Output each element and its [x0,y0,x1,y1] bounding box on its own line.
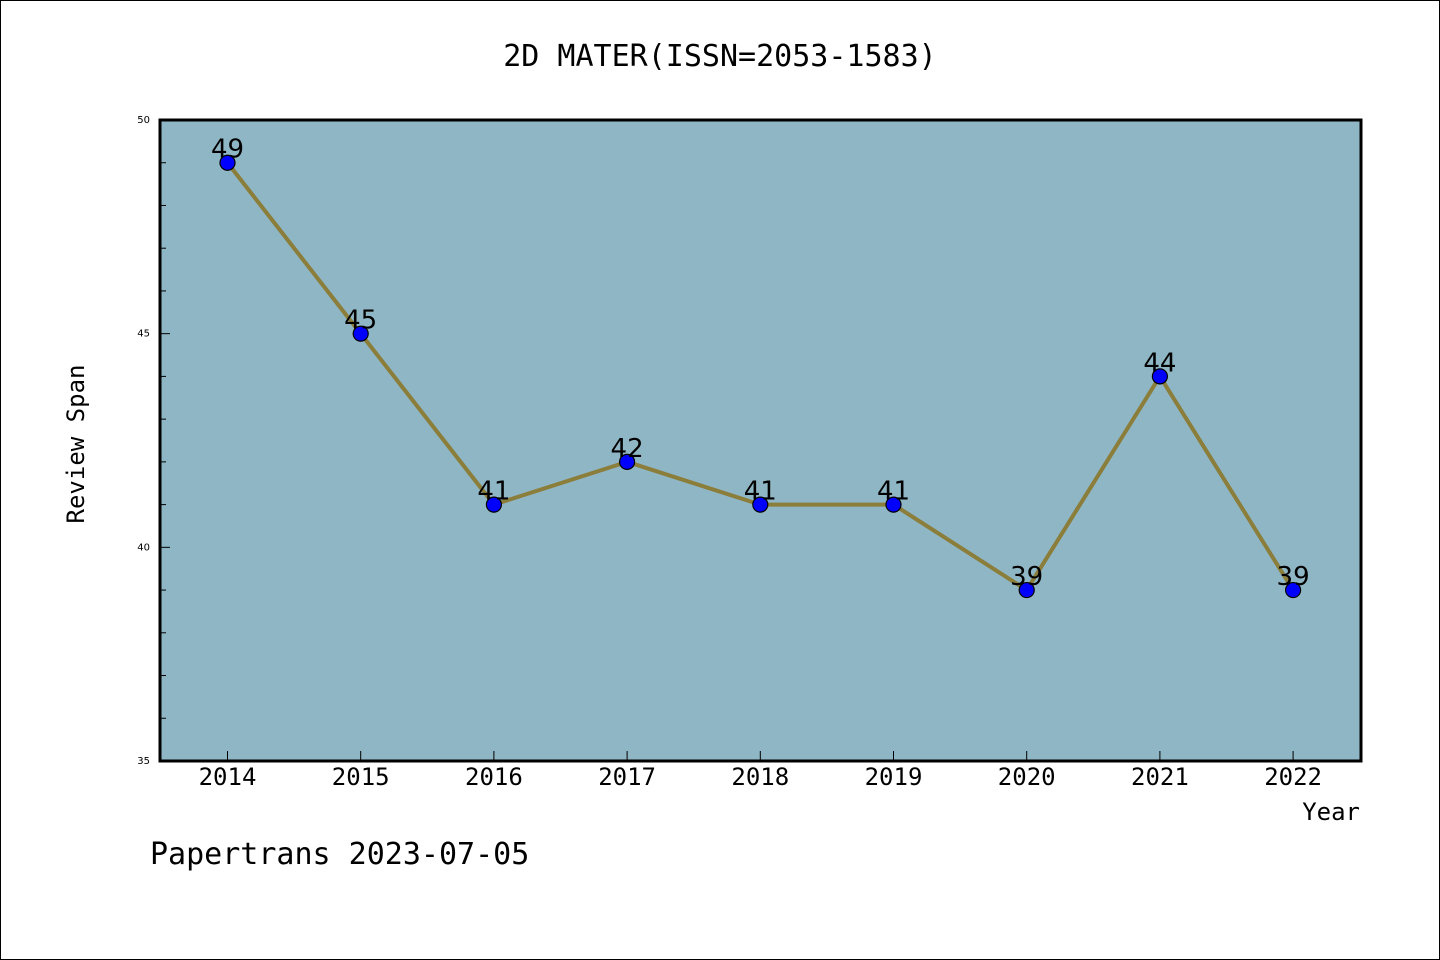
x-tick-label: 2014 [199,763,257,791]
x-tick-label: 2020 [998,763,1056,791]
x-tick-label: 2021 [1131,763,1189,791]
y-tick-label: 40 [137,542,150,553]
footer-text: Papertrans 2023-07-05 [150,837,529,872]
data-point [485,496,502,513]
data-point [1018,581,1035,599]
data-label: 39 [1277,562,1310,592]
data-point [1284,581,1302,599]
data-point [885,496,902,513]
data-point [352,325,369,342]
chart-title: 2D MATER(ISSN=2053-1583) [503,39,936,74]
x-tick-label: 2022 [1264,763,1322,791]
y-axis-label: Review Span [62,365,90,524]
x-tick-label: 2015 [332,763,390,791]
data-point [752,496,769,513]
data-label: 42 [611,434,644,464]
x-tick-label: 2019 [865,763,923,791]
x-tick-label: 2018 [731,763,789,791]
y-tick-label: 35 [137,756,150,767]
data-label: 41 [877,477,910,507]
x-axis: 2014 2015 2016 2017 2018 2019 2020 2021 2022 [199,751,1322,791]
y-tick-label: 50 [137,115,150,126]
data-label: 49 [211,135,244,165]
data-label: 44 [1143,348,1176,378]
data-label: 41 [744,477,777,507]
data-point [618,453,636,470]
data-label: 41 [477,477,510,507]
data-point [1151,368,1169,385]
plot-background [160,120,1361,761]
x-tick-label: 2016 [465,763,523,791]
data-label: 39 [1010,562,1043,592]
x-axis-label: Year [1302,798,1360,826]
data-point [219,154,236,171]
data-labels: 49 45 41 42 41 41 39 44 39 [211,135,1310,592]
data-label: 45 [344,306,377,336]
y-tick-label: 45 [137,329,150,340]
plot-area: 35 40 45 50 2014 2015 2016 2017 2018 2019 2020 202… [137,115,1363,791]
x-tick-label: 2017 [598,763,656,791]
plot-frame [158,118,1363,763]
series-markers [219,154,1302,599]
